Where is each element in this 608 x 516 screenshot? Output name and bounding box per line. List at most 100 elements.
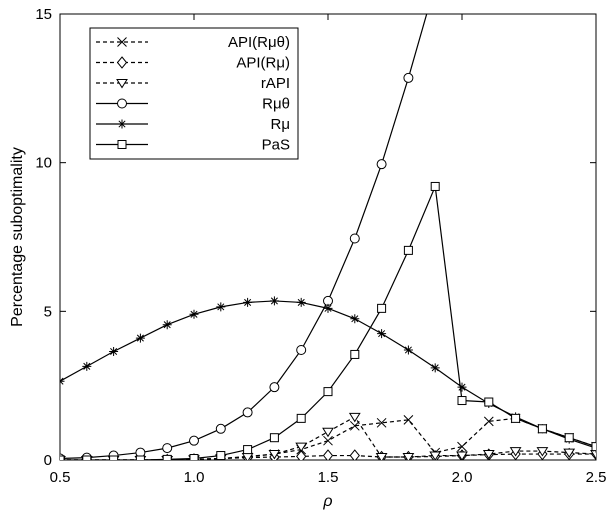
data-point-x [376, 417, 387, 428]
data-point-circle [162, 443, 173, 454]
data-point-triangle-down [322, 427, 334, 438]
data-point-star [117, 119, 127, 129]
data-point-star [216, 302, 226, 312]
legend-entry: rAPI [96, 75, 290, 92]
data-point-square [564, 433, 574, 443]
legend-entry: API(Rμ) [96, 55, 290, 72]
data-point-square [484, 397, 494, 407]
data-point-square [430, 181, 440, 191]
data-point-x [117, 37, 127, 47]
y-axis-label: Percentage suboptimality [9, 147, 26, 327]
data-point-triangle-down [509, 447, 522, 457]
y-tick-label: 0 [44, 452, 52, 469]
data-point-square [591, 442, 596, 452]
data-point-star [109, 346, 119, 356]
data-point-square [82, 455, 92, 460]
legend-label: rAPI [261, 75, 290, 92]
data-point-triangle-down [429, 451, 442, 460]
data-point-triangle-down [295, 442, 308, 453]
legend-label: PaS [262, 137, 290, 154]
data-point-triangle-down [268, 450, 281, 460]
series-layer [60, 14, 596, 460]
legend-entry: Rμ [96, 116, 290, 133]
legend-entry: PaS [96, 137, 290, 154]
data-point-square [323, 387, 333, 397]
data-point-triangle-down [375, 453, 388, 460]
data-point-square [457, 396, 467, 406]
data-point-square [403, 245, 413, 255]
legend-label: API(Rμ) [236, 55, 290, 72]
data-point-square [60, 455, 65, 460]
data-point-x [457, 441, 467, 452]
data-point-triangle-down [590, 450, 596, 460]
data-point-square [135, 455, 145, 460]
data-point-triangle-down [348, 412, 361, 423]
data-point-circle [349, 233, 360, 244]
data-point-diamond [349, 449, 360, 460]
y-tick-label: 10 [35, 155, 52, 172]
data-point-square [216, 451, 226, 460]
data-point-x [483, 416, 494, 427]
data-point-star [60, 376, 65, 386]
data-point-star [430, 363, 440, 373]
data-point-square [296, 413, 306, 423]
data-point-square [350, 349, 360, 359]
y-tick-label: 5 [44, 303, 52, 320]
data-point-triangle-down [402, 453, 415, 460]
series-2 [60, 412, 596, 460]
data-point-star [296, 297, 306, 307]
x-tick-label: 0.5 [50, 469, 71, 486]
x-axis-label: ρ [322, 493, 332, 510]
series-line [60, 300, 596, 449]
legend-box [89, 27, 299, 160]
data-point-x [323, 435, 333, 446]
data-point-star [135, 333, 145, 343]
data-point-triangle-down [116, 79, 128, 89]
data-point-circle [269, 382, 280, 393]
data-point-square [117, 140, 127, 149]
data-point-circle [215, 423, 226, 434]
data-point-star [269, 296, 279, 306]
data-point-square [243, 445, 253, 455]
data-point-square [511, 413, 521, 423]
data-point-triangle-down [482, 450, 495, 460]
data-point-square [162, 454, 172, 460]
data-point-triangle-down [536, 447, 549, 457]
legend-label: Rμθ [262, 96, 290, 113]
data-point-circle [189, 435, 199, 446]
data-point-star [162, 320, 172, 330]
data-point-x [403, 415, 414, 425]
data-point-star [243, 297, 253, 307]
data-point-star [323, 303, 333, 313]
x-tick-label: 2.5 [586, 469, 607, 486]
data-point-x [349, 420, 360, 431]
data-point-star [350, 314, 360, 324]
y-tick-label: 15 [35, 6, 52, 23]
data-point-square [189, 454, 199, 460]
data-point-star [82, 361, 92, 371]
data-point-circle [376, 159, 387, 170]
data-point-square [537, 424, 547, 434]
legend: API(Rμθ) API(Rμ) rAPI Rμθ Rμ PaS [89, 27, 299, 160]
legend-entry: Rμθ [96, 96, 290, 113]
data-point-diamond [296, 450, 307, 460]
series-5 [60, 181, 596, 460]
legend-entry: API(Rμθ) [96, 34, 290, 51]
data-point-diamond [116, 56, 128, 69]
data-point-square [269, 433, 279, 443]
data-point-square [109, 455, 119, 460]
x-tick-label: 1.5 [318, 469, 339, 486]
data-point-triangle-down [456, 451, 468, 460]
data-point-circle [117, 98, 127, 109]
series-line [60, 417, 596, 460]
data-point-star [403, 345, 413, 355]
data-point-square [377, 303, 387, 313]
data-point-triangle-down [563, 448, 576, 459]
data-point-circle [296, 344, 307, 355]
data-point-star [189, 309, 199, 319]
data-point-circle [242, 407, 253, 418]
legend-label: API(Rμθ) [228, 34, 290, 51]
data-point-star [377, 329, 387, 339]
data-point-diamond [322, 449, 334, 460]
